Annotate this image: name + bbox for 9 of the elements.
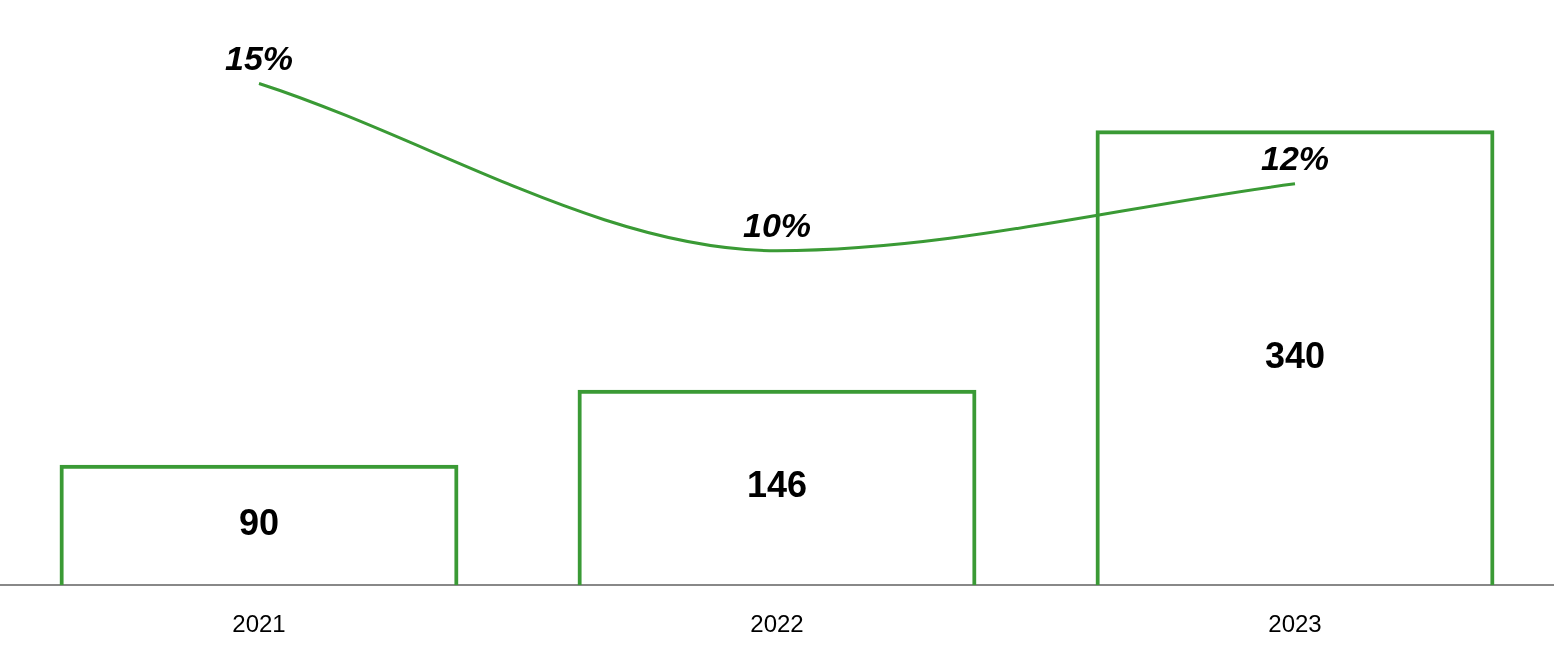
- x-tick-label: 2022: [750, 610, 804, 638]
- data-label: 146: [746, 464, 808, 506]
- data-label: 340: [1264, 334, 1326, 376]
- data-label: 10%: [742, 206, 812, 245]
- x-tick-label: 2021: [232, 610, 286, 638]
- data-label: 12%: [1260, 139, 1330, 178]
- data-label: 90: [238, 501, 280, 543]
- x-tick-label: 2023: [1268, 610, 1322, 638]
- data-label: 15%: [224, 38, 294, 77]
